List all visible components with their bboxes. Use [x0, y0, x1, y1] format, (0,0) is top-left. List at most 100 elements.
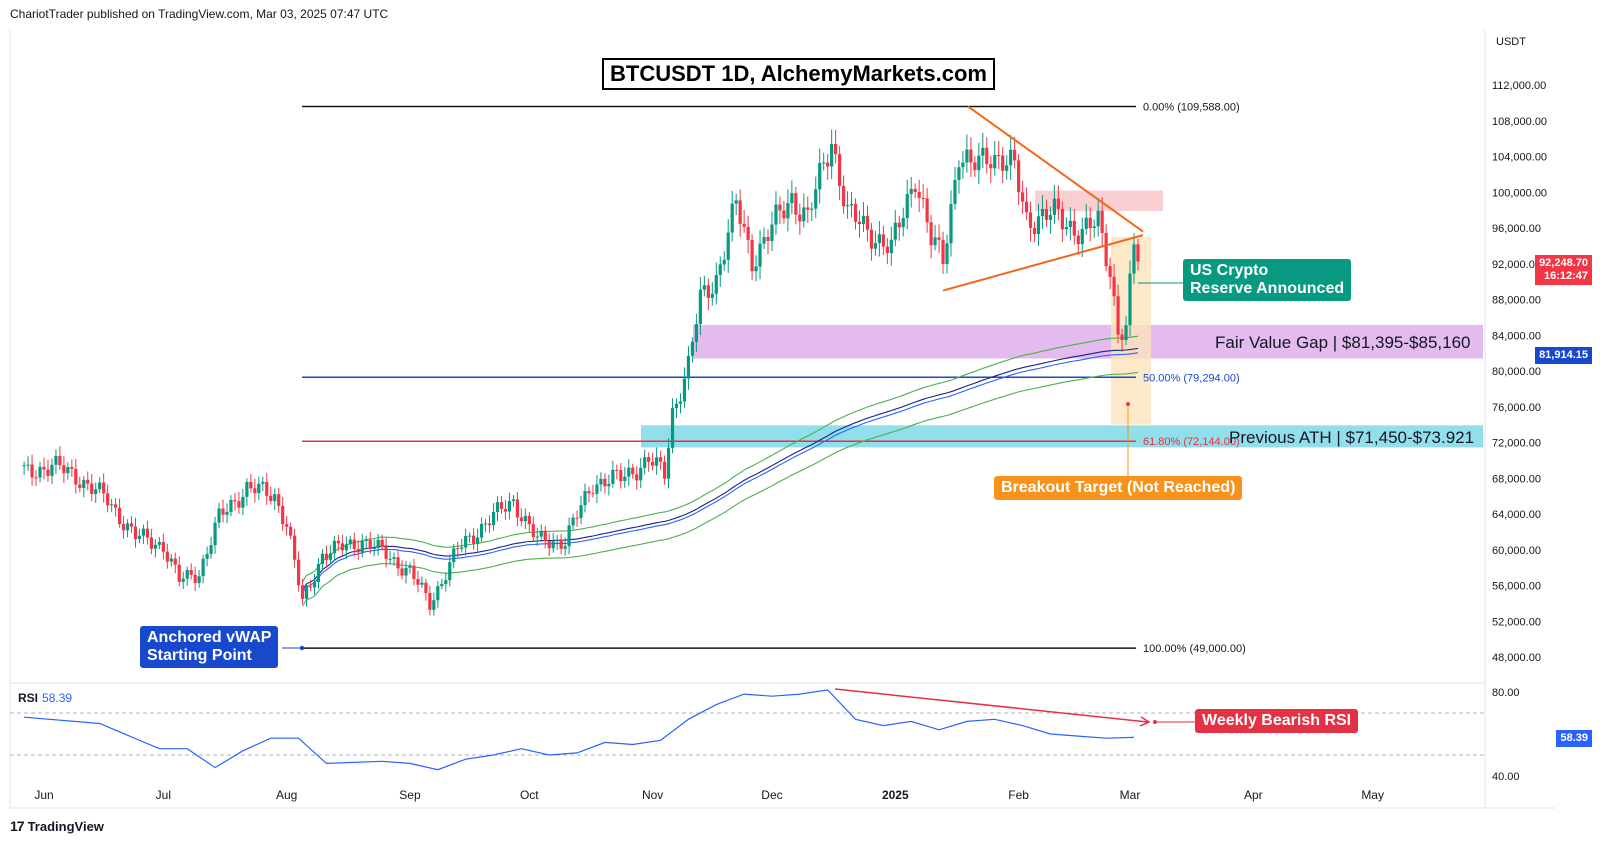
candle-body [412, 565, 416, 580]
rsi-divergence-arrowhead [1139, 716, 1151, 727]
candle-body [662, 461, 667, 479]
candle-body [316, 564, 321, 583]
rsi-value-tag[interactable]: 58.39 [1556, 730, 1592, 747]
candle-body [400, 568, 404, 576]
candle-body [193, 574, 197, 583]
candle-body [849, 203, 854, 206]
candle-body [1088, 217, 1092, 228]
price-tick-label: 72,000.00 [1492, 438, 1541, 450]
vwap-price-tag[interactable]: 81,914.15 [1535, 347, 1592, 364]
candle-body [555, 539, 559, 542]
candle-body [221, 508, 225, 515]
candle-body [145, 528, 150, 538]
candle-body [114, 504, 118, 508]
candle-body [893, 222, 897, 240]
candle-body [790, 193, 794, 204]
candle-body [356, 548, 360, 553]
fair-value-gap-label: Fair Value Gap | $81,395-$85,160 [1215, 333, 1471, 352]
last-price-tag[interactable]: 92,248.70 16:12:47 [1535, 255, 1592, 285]
candle-body [869, 229, 874, 249]
price-tick-label: 56,000.00 [1492, 581, 1541, 593]
candle-body [782, 210, 786, 219]
price-tick-label: 84,000.00 [1492, 330, 1541, 342]
candle-body [873, 243, 878, 249]
candle-body [50, 464, 54, 476]
time-tick-label: Oct [520, 788, 539, 802]
candle-body [1024, 201, 1029, 213]
candle-body [997, 155, 1001, 157]
candle-body [686, 355, 691, 379]
candle-body [348, 539, 352, 545]
candle-body [340, 543, 344, 551]
candle-body [818, 163, 822, 190]
candle-body [281, 505, 285, 525]
candle-body [253, 488, 257, 494]
candle-body [1096, 210, 1100, 227]
candle-body [933, 237, 937, 246]
candle-body [917, 191, 921, 199]
candle-body [615, 469, 619, 471]
rsi-line [24, 689, 1135, 771]
candle-body [909, 188, 913, 195]
candle-body [1044, 209, 1049, 220]
candle-body [738, 200, 742, 224]
candle-body [293, 535, 297, 560]
candle-body [452, 548, 456, 563]
vwap-upper-band [302, 335, 1139, 583]
time-axis[interactable]: Jun Jul Aug Sep Oct Nov Dec 2025 Feb Mar Apr May [34, 788, 1384, 802]
annotation-connectors [282, 282, 1195, 724]
candle-body [937, 237, 941, 240]
price-tick-label: 112,000.00 [1492, 80, 1546, 92]
candle-body [336, 540, 340, 544]
time-tick-label: Feb [1008, 788, 1029, 802]
candle-body [698, 289, 702, 325]
candle-body [106, 493, 110, 506]
target-dot [1126, 402, 1130, 406]
candle-body [125, 523, 130, 531]
candle-body [1100, 210, 1104, 233]
rsi-indicator-label[interactable]: RSI 58.39 [18, 691, 72, 705]
candle-body [547, 541, 551, 549]
candle-body [30, 464, 34, 478]
candle-body [559, 539, 563, 549]
candle-body [460, 547, 464, 549]
price-tick-label: 100,000.00 [1492, 187, 1547, 199]
candle-body [189, 570, 193, 575]
candle-body [519, 517, 523, 522]
candle-body [742, 223, 746, 227]
candle-body [1028, 212, 1033, 228]
candle-body [929, 222, 933, 246]
candle-body [1092, 226, 1096, 228]
candle-body [225, 511, 229, 515]
candle-body [666, 447, 671, 479]
tradingview-brand[interactable]: 17 TradingView [10, 818, 104, 834]
candle-body [794, 193, 798, 215]
price-axis[interactable]: 112,000.00 108,000.00 104,000.00 100,000.00… [1492, 80, 1547, 664]
candle-body [515, 499, 519, 518]
candle-body [261, 481, 265, 484]
candle-body [583, 490, 587, 506]
candle-body [647, 457, 651, 462]
candle-body [734, 200, 738, 204]
candle-body [623, 476, 627, 482]
candle-body [229, 499, 233, 512]
candle-body [658, 457, 663, 462]
rsi-current: 58.39 [42, 691, 73, 705]
time-tick-label: Dec [761, 788, 782, 802]
candle-body [217, 508, 221, 523]
currency-label[interactable]: USDT [1496, 36, 1526, 48]
vwap-line-dark [302, 347, 1139, 591]
candle-body [1032, 227, 1037, 235]
candle-body [503, 509, 508, 512]
candle-body [678, 401, 683, 404]
candle-body [444, 580, 448, 584]
candle-body [830, 143, 834, 167]
candle-body [66, 466, 70, 474]
candle-body [384, 546, 388, 559]
candle-body [181, 578, 185, 582]
fib-level-label-2: 61.80% (72,144.00) [1143, 436, 1240, 448]
fib-levels-layer: 0.00% (109,588.00) 50.00% (79,294.00) 61.8… [302, 102, 1246, 655]
candle-body [117, 507, 122, 525]
fib-level-label-1: 50.00% (79,294.00) [1143, 372, 1240, 384]
